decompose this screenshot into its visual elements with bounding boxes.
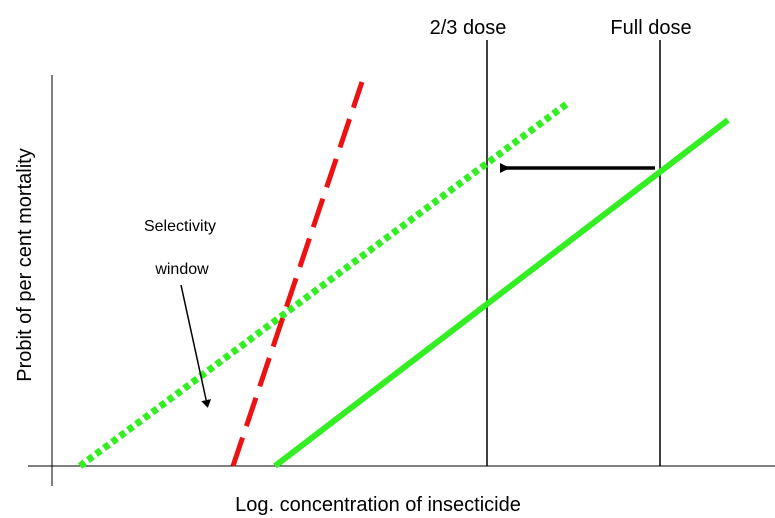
selectivity-label: Selectivity	[144, 218, 216, 235]
window-label: window	[154, 261, 209, 278]
x-axis-label: Log. concentration of insecticide	[235, 494, 521, 516]
selectivity-arrow	[180, 284, 212, 408]
y-axis-label: Probit of per cent mortality	[14, 148, 36, 381]
two-thirds-dose-label: 2/3 dose	[430, 17, 507, 39]
full-dose-label: Full dose	[610, 17, 691, 39]
red-dashed-line	[230, 81, 365, 467]
solid-green-line	[273, 117, 730, 469]
dotted-green-line	[77, 100, 571, 469]
